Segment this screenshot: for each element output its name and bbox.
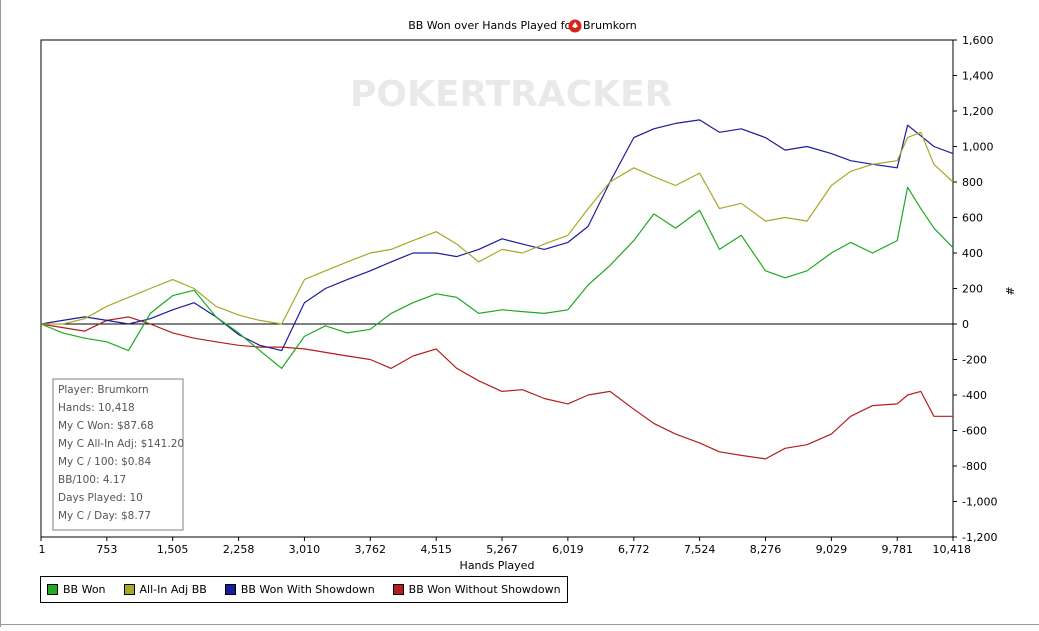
y-tick-label: 1,600: [962, 34, 994, 47]
y-tick-label: 600: [962, 212, 983, 225]
x-axis-label: Hands Played: [460, 559, 535, 572]
legend-label: BB Won Without Showdown: [408, 583, 561, 596]
x-tick-label: 1: [39, 543, 46, 556]
legend-label: BB Won: [63, 583, 106, 596]
series-line-bb-won-with-showdown: [40, 119, 954, 352]
legend-swatch: [392, 584, 404, 595]
y-tick-label: 1,200: [962, 105, 994, 118]
stats-line: My C / 100: $0.84: [58, 456, 151, 468]
player-name: Brumkorn: [583, 19, 637, 32]
stats-line: BB/100: 4.17: [58, 474, 126, 486]
series-line-bb-won: [40, 186, 954, 369]
y-axis-label: #: [1003, 286, 1016, 295]
x-tick-label: 3,010: [289, 543, 321, 556]
series-line-bb-won-without-showdown: [40, 316, 953, 460]
watermark-text: POKERTRACKER: [350, 74, 672, 115]
pokerstars-icon: [568, 19, 582, 33]
legend-item: All-In Adj BB: [123, 583, 207, 596]
x-tick-label: 753: [96, 543, 117, 556]
legend: BB Won All-In Adj BB BB Won With Showdown B…: [40, 576, 568, 603]
y-tick-label: 0: [962, 318, 969, 331]
stats-line: My C All-In Adj: $141.20: [58, 438, 184, 450]
series-line-all-in-adj-bb: [41, 131, 954, 325]
stats-line: Hands: 10,418: [58, 402, 135, 414]
legend-label: BB Won With Showdown: [240, 583, 375, 596]
legend-swatch: [123, 584, 135, 595]
y-tick-label: 1,000: [962, 141, 994, 154]
stats-line: Days Played: 10: [58, 492, 143, 504]
x-tick-label: 3,762: [355, 543, 387, 556]
stats-line: My C Won: $87.68: [58, 420, 154, 432]
x-axis: 1 753 1,505 2,258 3,010 3,762 4,515 5,267 6,019 6…: [39, 537, 972, 556]
x-tick-label: 7,524: [684, 543, 716, 556]
legend-item: BB Won With Showdown: [224, 583, 375, 596]
x-tick-label: 2,258: [223, 543, 255, 556]
x-tick-label: 6,019: [552, 543, 584, 556]
y-tick-label: -1,000: [962, 496, 997, 509]
x-tick-label: 9,781: [881, 543, 913, 556]
series-lines: [40, 119, 954, 460]
y-tick-label: 1,400: [962, 70, 994, 83]
y-tick-label: 800: [962, 176, 983, 189]
y-tick-label: -400: [962, 389, 987, 402]
y-tick-label: -1,200: [962, 531, 997, 544]
stats-line: Player: Brumkorn: [58, 384, 149, 396]
stats-box: Player: Brumkorn Hands: 10,418 My C Won: $…: [52, 378, 184, 531]
legend-item: BB Won: [47, 583, 106, 596]
legend-item: BB Won Without Showdown: [392, 583, 561, 596]
x-tick-label: 1,505: [157, 543, 189, 556]
stats-line: My C / Day: $8.77: [58, 510, 151, 522]
y-tick-label: 400: [962, 247, 983, 260]
chart-title: BB Won over Hands Played for: [408, 19, 576, 32]
x-tick-label: 5,267: [486, 543, 518, 556]
x-tick-label: 8,276: [750, 543, 782, 556]
x-tick-label: 4,515: [420, 543, 452, 556]
legend-swatch: [224, 584, 236, 595]
y-axis: 1,600 1,400 1,200 1,000 800 600 400 200 0 -200 -40…: [953, 34, 997, 544]
y-tick-label: -800: [962, 460, 987, 473]
watermark: POKERTRACKER: [350, 74, 672, 115]
x-tick-label: 9,029: [816, 543, 848, 556]
y-tick-label: -600: [962, 425, 987, 438]
x-tick-label: 6,772: [618, 543, 650, 556]
legend-swatch: [47, 584, 58, 595]
y-tick-label: 200: [962, 283, 983, 296]
y-tick-label: -200: [962, 354, 987, 367]
x-tick-label: 10,418: [933, 543, 972, 556]
legend-label: All-In Adj BB: [139, 583, 207, 596]
